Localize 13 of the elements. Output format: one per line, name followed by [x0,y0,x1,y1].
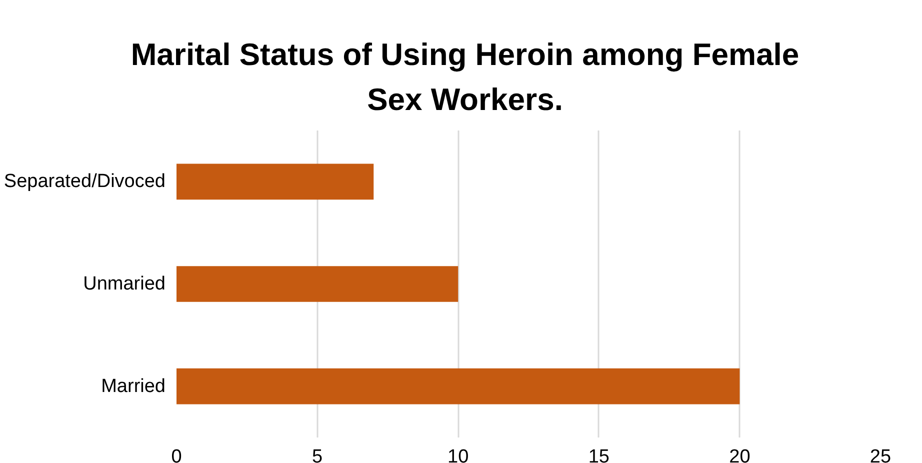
x-tick-label: 15 [588,446,610,463]
y-tick-label: Married [101,376,166,397]
x-tick-label: 5 [312,446,323,463]
x-tick-label: 20 [729,446,750,463]
x-tick-label: 25 [870,446,892,463]
x-tick-label: 0 [171,446,182,463]
x-tick-label: 10 [448,446,469,463]
bar [176,266,458,302]
chart-title: Marital Status of Using Heroin among Female Sex Workers. [130,36,800,119]
y-tick-label: Unmaried [83,274,166,294]
bar [176,368,740,404]
y-tick-label: Separated/Divoced [4,171,166,192]
bar [176,164,374,200]
